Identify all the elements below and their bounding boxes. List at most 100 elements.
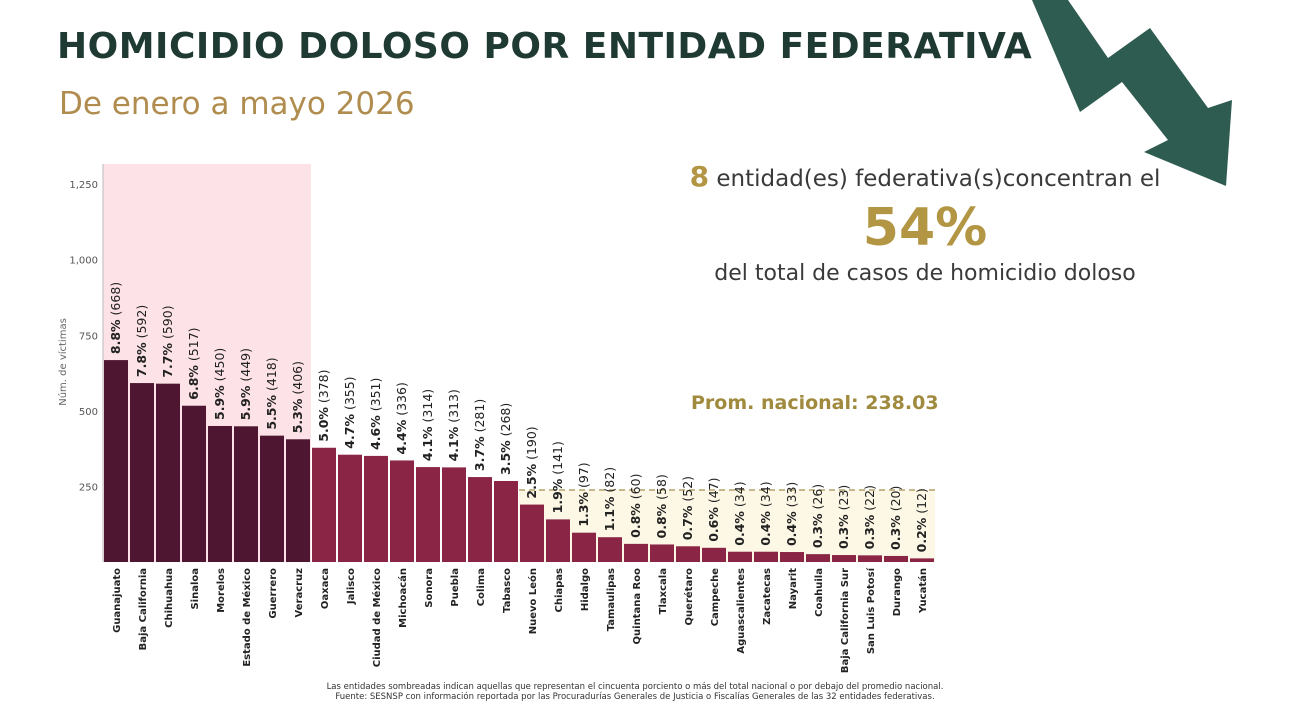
y-tick-label: 1,000 bbox=[69, 256, 98, 267]
bar bbox=[364, 455, 388, 562]
data-label-percent: 4.6% bbox=[368, 415, 383, 450]
x-tick-label: Michoacán bbox=[397, 568, 409, 628]
y-tick-label: 500 bbox=[79, 407, 98, 418]
data-label-count: (517) bbox=[186, 327, 201, 365]
data-label-percent: 5.9% bbox=[238, 385, 253, 420]
x-tick-label: Querétaro bbox=[683, 568, 695, 626]
data-label-count: (378) bbox=[316, 369, 331, 407]
data-label: 0.7% (52) bbox=[680, 476, 695, 540]
bar bbox=[728, 551, 752, 562]
bar bbox=[806, 554, 830, 562]
data-label-count: (52) bbox=[680, 476, 695, 506]
x-tick-label: Chihuahua bbox=[164, 568, 175, 628]
bar bbox=[416, 467, 440, 562]
x-tick-label: Ciudad de México bbox=[371, 568, 383, 667]
data-label-percent: 0.4% bbox=[784, 511, 799, 546]
data-label: 0.2% (12) bbox=[914, 488, 929, 552]
bar bbox=[338, 454, 362, 562]
trend-down-arrow-icon bbox=[1032, 0, 1232, 186]
bar bbox=[702, 547, 726, 562]
footnote-line-2: Fuente: SESNSP con información reportada… bbox=[335, 692, 935, 702]
data-label-count: (668) bbox=[108, 282, 123, 320]
y-tick-label: 1,250 bbox=[69, 180, 98, 191]
data-label-count: (190) bbox=[524, 426, 539, 464]
data-label-count: (97) bbox=[576, 462, 591, 492]
data-label-percent: 4.7% bbox=[342, 414, 357, 449]
data-label: 0.3% (26) bbox=[810, 484, 825, 548]
data-label-percent: 0.3% bbox=[810, 513, 825, 548]
data-label: 0.8% (60) bbox=[628, 474, 643, 538]
data-label: 4.6% (351) bbox=[368, 378, 383, 450]
data-label: 0.8% (58) bbox=[654, 474, 669, 538]
data-label-count: (20) bbox=[888, 486, 903, 516]
x-tick-label: Colima bbox=[476, 568, 487, 606]
bar bbox=[858, 555, 882, 562]
data-label: 5.0% (378) bbox=[316, 369, 331, 441]
data-label-count: (449) bbox=[238, 348, 253, 386]
bar bbox=[260, 435, 284, 562]
data-label-count: (314) bbox=[420, 389, 435, 427]
data-label: 8.8% (668) bbox=[108, 282, 123, 354]
x-tick-label: Jalisco bbox=[346, 568, 357, 605]
callout-text: entidad(es) federativa(s)concentran el bbox=[709, 166, 1161, 192]
data-label-percent: 3.7% bbox=[472, 436, 487, 471]
data-label-percent: 0.7% bbox=[680, 505, 695, 540]
x-tick-label: Morelos bbox=[216, 568, 227, 613]
x-tick-label: Baja California Sur bbox=[840, 568, 851, 673]
data-label-percent: 2.5% bbox=[524, 463, 539, 498]
data-label: 4.1% (314) bbox=[420, 389, 435, 461]
x-tick-label: Chiapas bbox=[554, 568, 565, 613]
data-label-percent: 1.9% bbox=[550, 478, 565, 513]
bar bbox=[104, 360, 128, 562]
data-label: 0.4% (33) bbox=[784, 482, 799, 546]
x-tick-label: Baja California bbox=[138, 568, 149, 650]
data-label-count: (418) bbox=[264, 357, 279, 395]
x-tick-label: Guerrero bbox=[268, 568, 279, 619]
bar bbox=[572, 532, 596, 562]
data-label-percent: 5.5% bbox=[264, 395, 279, 430]
data-label-percent: 1.3% bbox=[576, 492, 591, 527]
x-tick-label: Puebla bbox=[450, 568, 461, 607]
data-label: 3.5% (268) bbox=[498, 403, 513, 475]
bar bbox=[884, 555, 908, 562]
data-label-count: (268) bbox=[498, 403, 513, 441]
bar bbox=[286, 439, 310, 562]
callout-percentage: 54% bbox=[862, 198, 988, 258]
bar bbox=[650, 544, 674, 562]
x-tick-label: Hidalgo bbox=[580, 568, 591, 611]
data-label-percent: 4.4% bbox=[394, 419, 409, 454]
data-label: 1.9% (141) bbox=[550, 441, 565, 513]
data-label-percent: 0.8% bbox=[654, 503, 669, 538]
data-label: 0.6% (47) bbox=[706, 477, 721, 541]
x-tick-label: Estado de México bbox=[241, 568, 253, 667]
y-tick-label: 750 bbox=[79, 331, 98, 342]
bar bbox=[130, 383, 154, 562]
data-label-count: (34) bbox=[758, 481, 773, 511]
bar bbox=[520, 504, 544, 562]
data-label-percent: 7.7% bbox=[160, 343, 175, 378]
bar bbox=[234, 426, 258, 562]
data-label: 6.8% (517) bbox=[186, 327, 201, 399]
data-label: 5.9% (449) bbox=[238, 348, 253, 420]
callout-bottom-text: del total de casos de homicidio doloso bbox=[714, 261, 1136, 286]
data-label-count: (351) bbox=[368, 378, 383, 416]
bar bbox=[598, 537, 622, 562]
bar bbox=[182, 405, 206, 562]
x-tick-label: Veracruz bbox=[294, 568, 305, 618]
data-label-percent: 0.2% bbox=[914, 517, 929, 552]
x-tick-label: Sinaloa bbox=[190, 568, 201, 610]
x-tick-label: Tlaxcala bbox=[658, 568, 669, 614]
x-tick-label: Zacatecas bbox=[762, 568, 773, 625]
x-tick-label: Nuevo León bbox=[527, 568, 539, 634]
data-label: 5.3% (406) bbox=[290, 361, 305, 433]
data-label-count: (58) bbox=[654, 474, 669, 504]
data-label: 3.7% (281) bbox=[472, 399, 487, 471]
data-label: 0.3% (20) bbox=[888, 486, 903, 550]
data-label-percent: 0.3% bbox=[888, 515, 903, 550]
data-label: 7.8% (592) bbox=[134, 305, 149, 377]
data-label: 5.5% (418) bbox=[264, 357, 279, 429]
data-label: 2.5% (190) bbox=[524, 426, 539, 498]
data-label-percent: 0.8% bbox=[628, 503, 643, 538]
data-label-percent: 7.8% bbox=[134, 342, 149, 377]
